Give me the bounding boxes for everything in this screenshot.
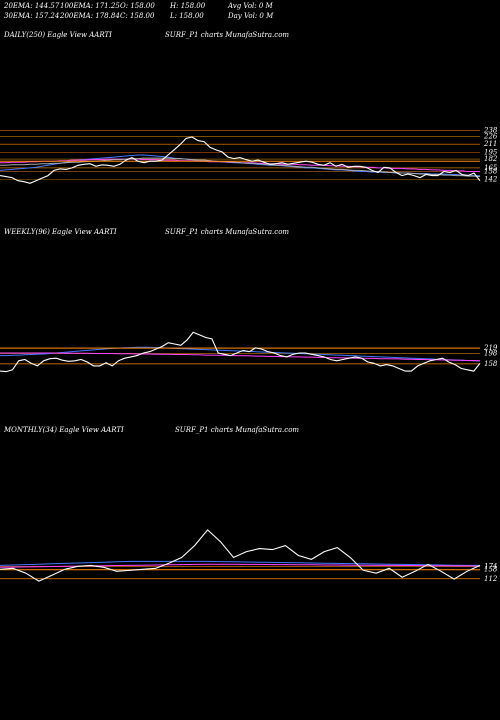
monthly-title-right: SURF_P1 charts MunafaSutra.com bbox=[175, 426, 300, 434]
y-tick-label-0: 238 bbox=[483, 126, 498, 134]
y-tick-label-4: 182 bbox=[484, 155, 498, 163]
header-stat-r1-4: Avg Vol: 0 M bbox=[228, 2, 273, 10]
header-stat-r2-0: 30EMA: 157.24 bbox=[4, 12, 60, 20]
y-tick-label-2: 112 bbox=[484, 575, 498, 583]
y-tick-label-1: 158 bbox=[484, 566, 498, 574]
series-line-0 bbox=[0, 331, 481, 373]
series-line-2 bbox=[0, 352, 481, 362]
series-line-1 bbox=[0, 560, 480, 566]
monthly-title-left: MONTHLY(34) Eagle View AARTI bbox=[4, 426, 124, 434]
header-stat-r2-2: C: 158.00 bbox=[120, 12, 155, 20]
weekly-title-right: SURF_P1 charts MunafaSutra.com bbox=[165, 228, 290, 236]
daily-title-left: DAILY(250) Eagle View AARTI bbox=[4, 31, 112, 39]
series-line-3 bbox=[0, 157, 481, 178]
header-stat-r1-0: 20EMA: 144.57 bbox=[4, 2, 60, 10]
header-stat-r2-1: 200EMA: 178.84 bbox=[60, 12, 120, 20]
series-line-0 bbox=[0, 529, 481, 582]
header-stat-r2-3: L: 158.00 bbox=[170, 12, 204, 20]
y-tick-label-1: 226 bbox=[483, 132, 498, 140]
y-tick-label-7: 142 bbox=[484, 176, 498, 184]
daily-title-right: SURF_P1 charts MunafaSutra.com bbox=[165, 31, 290, 39]
y-tick-label-2: 211 bbox=[483, 140, 497, 148]
header-stat-r1-3: H: 158.00 bbox=[170, 2, 206, 10]
weekly-title-left: WEEKLY(96) Eagle View AARTI bbox=[4, 228, 117, 236]
header-stat-r2-4: Day Vol: 0 M bbox=[228, 12, 274, 20]
y-tick-label-6: 158 bbox=[484, 167, 498, 175]
series-line-1 bbox=[0, 346, 481, 362]
header-stat-r1-2: O: 158.00 bbox=[120, 2, 155, 10]
y-tick-label-5: 165 bbox=[484, 164, 498, 172]
series-line-0 bbox=[0, 136, 481, 184]
y-tick-label-2: 158 bbox=[484, 360, 498, 368]
y-tick-label-0: 219 bbox=[483, 344, 498, 352]
y-tick-label-1: 198 bbox=[484, 350, 498, 358]
header-stat-r1-1: 100EMA: 171.25 bbox=[60, 2, 120, 10]
y-tick-label-0: 174 bbox=[484, 563, 497, 571]
y-tick-label-3: 195 bbox=[484, 148, 498, 156]
